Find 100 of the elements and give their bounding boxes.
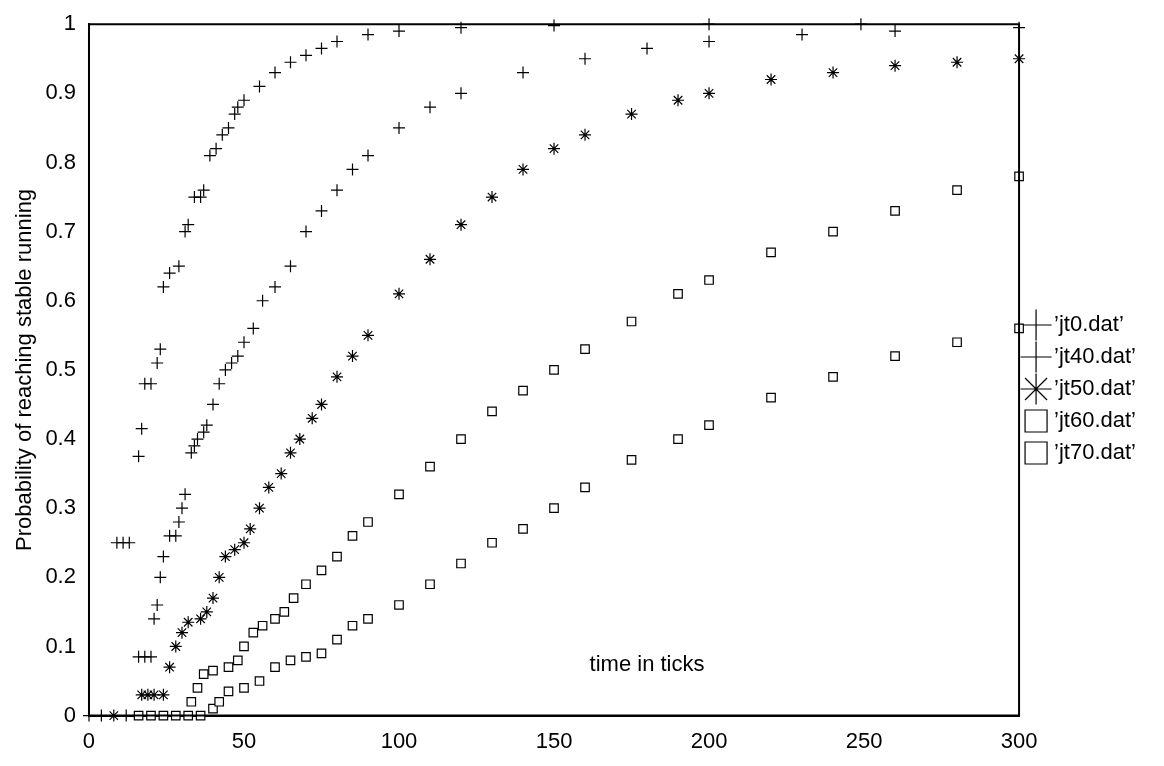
point: [212, 570, 226, 584]
point: [826, 66, 840, 80]
point: [135, 688, 149, 702]
y-tick-label: 1: [63, 10, 76, 36]
point: [107, 709, 121, 723]
point: [425, 579, 435, 590]
legend-label: ’jt50.dat’: [1054, 375, 1137, 401]
point: [330, 370, 344, 384]
point: [283, 259, 298, 273]
point: [673, 434, 683, 444]
point: [547, 142, 561, 156]
point: [363, 613, 373, 624]
point: [252, 79, 267, 94]
point: [423, 252, 437, 266]
point: [301, 579, 311, 590]
point: [200, 605, 214, 619]
x-tick-label: 250: [845, 727, 883, 753]
point: [248, 627, 259, 638]
point: [252, 501, 267, 515]
point: [218, 549, 232, 564]
y-axis-title: Probability of reaching stable running: [11, 188, 37, 551]
point: [626, 454, 637, 465]
x-axis-title: time in ticks: [589, 650, 705, 676]
point: [237, 536, 251, 550]
point: [392, 287, 406, 301]
x-tick-label: 300: [1000, 727, 1038, 753]
point: [254, 676, 265, 686]
point: [221, 121, 236, 135]
y-tick-label: 0.1: [45, 632, 76, 658]
point: [198, 669, 209, 679]
point: [283, 55, 298, 69]
point: [332, 634, 342, 645]
point: [169, 639, 183, 654]
point: [279, 607, 290, 617]
point: [580, 344, 590, 354]
point: [214, 696, 225, 707]
point: [156, 688, 170, 702]
point: [456, 434, 466, 444]
point: [305, 411, 319, 425]
x-tick-label: 0: [82, 727, 96, 753]
point: [704, 275, 714, 285]
point: [228, 543, 242, 557]
point: [952, 337, 962, 348]
y-tick-label: 0.3: [45, 494, 76, 520]
point: [162, 660, 177, 674]
point: [888, 59, 902, 73]
point: [673, 289, 683, 299]
point: [549, 503, 559, 514]
x-tick-label: 200: [690, 727, 728, 753]
y-tick-label: 0.6: [45, 286, 76, 312]
point: [316, 648, 327, 659]
x-tick-label: 100: [380, 727, 418, 753]
y-tick-label: 0.5: [45, 355, 76, 381]
y-tick-label: 0.9: [45, 79, 76, 105]
point: [314, 397, 329, 412]
point: [702, 86, 716, 100]
point: [192, 683, 203, 693]
point: [361, 328, 375, 342]
point: [485, 190, 499, 204]
point: [950, 55, 964, 69]
point: [704, 420, 714, 431]
point: [345, 162, 360, 176]
legend-label: ’jt40.dat’: [1054, 343, 1137, 369]
point: [764, 72, 778, 87]
point: [288, 593, 299, 603]
point: [270, 662, 280, 673]
point: [624, 107, 639, 121]
point: [175, 626, 189, 640]
y-tick-label: 0.2: [45, 563, 76, 589]
point: [580, 482, 590, 493]
legend-label: ’jt0.dat’: [1054, 311, 1124, 337]
point: [270, 613, 280, 624]
point: [314, 204, 329, 218]
y-tick-label: 0.8: [45, 148, 76, 174]
x-tick-label: 50: [231, 727, 257, 753]
point: [828, 226, 838, 237]
point: [285, 655, 296, 666]
point: [332, 551, 342, 562]
point: [347, 620, 358, 631]
point: [487, 406, 497, 417]
point: [232, 655, 243, 666]
point: [952, 185, 962, 195]
legend-label: ’jt60.dat’: [1054, 407, 1137, 433]
point: [141, 688, 155, 702]
point: [516, 162, 530, 176]
point: [347, 530, 358, 541]
point: [147, 688, 161, 702]
point: [1012, 52, 1026, 66]
point: [487, 537, 497, 548]
y-tick-label: 0.7: [45, 217, 76, 243]
y-tick-label: 0: [63, 701, 76, 727]
point: [206, 591, 220, 605]
y-tick-label: 0.4: [45, 425, 76, 451]
point: [456, 558, 466, 569]
point: [181, 615, 195, 629]
point: [766, 392, 776, 403]
point: [890, 351, 900, 361]
point: [193, 612, 208, 626]
point: [671, 93, 685, 107]
point: [363, 517, 373, 527]
